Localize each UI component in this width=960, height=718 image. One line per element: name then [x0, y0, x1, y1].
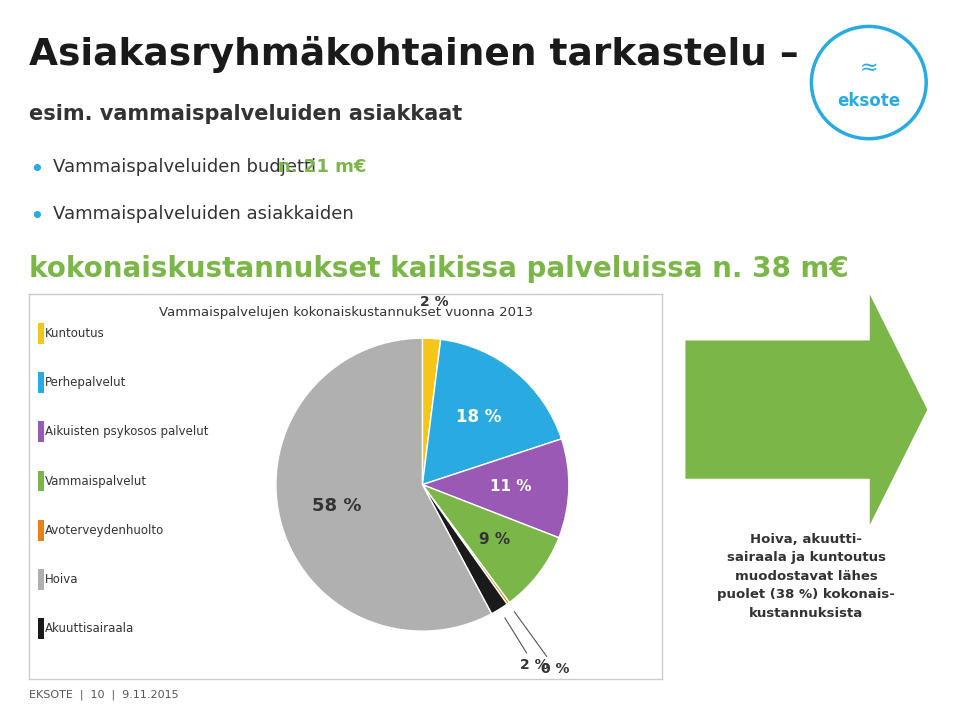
Text: 11 %: 11 %: [490, 480, 531, 495]
Wedge shape: [422, 485, 510, 604]
Text: 9 %: 9 %: [479, 532, 510, 547]
Text: Akuuttisairaala: Akuuttisairaala: [45, 623, 134, 635]
Circle shape: [811, 27, 926, 139]
Text: esim. vammaispalveluiden asiakkaat: esim. vammaispalveluiden asiakkaat: [29, 104, 462, 124]
Text: Vammaispalveluiden asiakkaiden: Vammaispalveluiden asiakkaiden: [53, 205, 353, 223]
Text: Aikuisten psykosos palvelut: Aikuisten psykosos palvelut: [45, 425, 209, 438]
Text: ≈: ≈: [859, 58, 878, 78]
Bar: [38, 618, 44, 639]
Bar: [38, 323, 44, 344]
Text: Vammaispalveluiden budjetti: Vammaispalveluiden budjetti: [53, 158, 322, 176]
Text: eksote: eksote: [837, 92, 900, 110]
Wedge shape: [422, 340, 562, 485]
Text: EKSOTE  |  10  |  9.11.2015: EKSOTE | 10 | 9.11.2015: [29, 690, 179, 700]
Text: kokonaiskustannukset kaikissa palveluissa n. 38 m€: kokonaiskustannukset kaikissa palveluiss…: [29, 255, 849, 283]
Text: Vammaispalvelut: Vammaispalvelut: [45, 475, 148, 488]
Wedge shape: [422, 439, 569, 538]
Bar: [38, 569, 44, 590]
Text: 18 %: 18 %: [456, 408, 501, 426]
Text: Integroitu rakenne - Digitalisaatio - Johtaminen: Integroitu rakenne - Digitalisaatio - Jo…: [636, 692, 900, 702]
Text: •: •: [29, 205, 43, 228]
Text: 2 %: 2 %: [505, 617, 548, 672]
Wedge shape: [422, 338, 441, 485]
Wedge shape: [276, 338, 492, 631]
Text: 58 %: 58 %: [312, 497, 362, 515]
Text: 2 %: 2 %: [420, 295, 448, 309]
Bar: [38, 471, 44, 491]
Text: Avoterveydenhuolto: Avoterveydenhuolto: [45, 524, 164, 537]
Polygon shape: [685, 294, 927, 525]
Text: Vammaispalvelujen kokonaiskustannukset vuonna 2013: Vammaispalvelujen kokonaiskustannukset v…: [158, 306, 533, 319]
Text: •: •: [29, 158, 43, 182]
Text: Perhepalvelut: Perhepalvelut: [45, 376, 127, 389]
Text: Hoiva, akuutti-
sairaala ja kuntoutus
muodostavat lähes
puolet (38 %) kokonais-
: Hoiva, akuutti- sairaala ja kuntoutus mu…: [717, 533, 896, 620]
Bar: [38, 421, 44, 442]
Text: n. 21 m€: n. 21 m€: [278, 158, 367, 176]
Text: Asiakasryhmäkohtainen tarkastelu –: Asiakasryhmäkohtainen tarkastelu –: [29, 36, 799, 73]
Text: Kuntoutus: Kuntoutus: [45, 327, 105, 340]
Wedge shape: [422, 485, 559, 602]
Text: 0 %: 0 %: [515, 612, 569, 676]
Bar: [38, 520, 44, 541]
Text: Hoiva: Hoiva: [45, 573, 79, 586]
Wedge shape: [422, 485, 507, 614]
Bar: [38, 372, 44, 393]
